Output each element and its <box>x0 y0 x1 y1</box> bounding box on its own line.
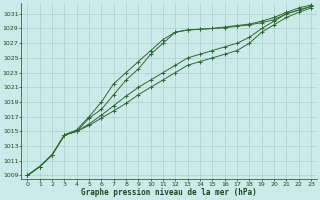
X-axis label: Graphe pression niveau de la mer (hPa): Graphe pression niveau de la mer (hPa) <box>81 188 257 197</box>
